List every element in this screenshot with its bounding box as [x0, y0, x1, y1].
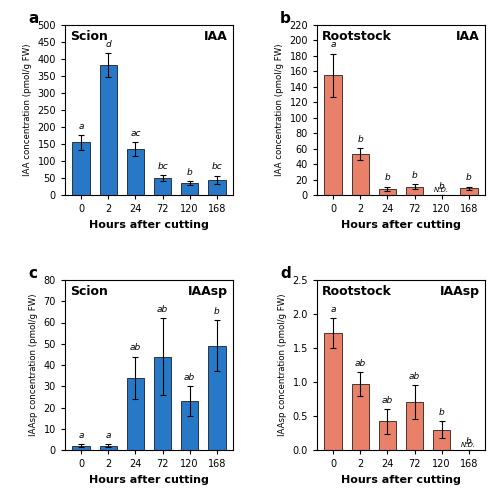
Text: IAA: IAA [204, 30, 228, 43]
Text: a: a [28, 12, 38, 26]
Bar [126, 378, 144, 450]
Text: IAAsp: IAAsp [440, 285, 480, 298]
Text: IAAsp: IAAsp [188, 285, 228, 298]
Text: ab: ab [130, 343, 141, 352]
Bar [378, 422, 396, 450]
Text: ab: ab [409, 372, 420, 381]
Text: a: a [78, 122, 84, 130]
Bar [126, 149, 144, 195]
Y-axis label: IAA concentration (pmol/g FW): IAA concentration (pmol/g FW) [23, 44, 32, 176]
Y-axis label: IAAsp concentration (pmol/g FW): IAAsp concentration (pmol/g FW) [29, 294, 38, 436]
Text: c: c [28, 266, 37, 281]
Text: ab: ab [354, 358, 366, 368]
Text: bc: bc [157, 162, 168, 171]
Bar [352, 384, 369, 450]
Bar [100, 65, 117, 195]
Text: d: d [106, 40, 111, 49]
Text: bc: bc [212, 162, 222, 172]
Text: Scion: Scion [70, 285, 108, 298]
Bar [181, 401, 198, 450]
Bar [154, 178, 172, 195]
Bar [406, 402, 423, 450]
Text: b: b [358, 134, 363, 143]
Text: Scion: Scion [70, 30, 108, 43]
Bar [208, 180, 226, 195]
Text: ac: ac [130, 129, 140, 138]
Text: b: b [439, 408, 444, 417]
Bar [406, 186, 423, 195]
Text: b: b [187, 168, 192, 177]
Y-axis label: IAAsp concentration (pmol/g FW): IAAsp concentration (pmol/g FW) [278, 294, 287, 436]
Bar [324, 333, 342, 450]
Bar [181, 183, 198, 195]
Text: b: b [439, 182, 444, 190]
Text: b: b [466, 437, 471, 446]
Text: a: a [330, 305, 336, 314]
X-axis label: Hours after cutting: Hours after cutting [89, 220, 209, 230]
Text: b: b [214, 307, 220, 316]
Text: N.D.: N.D. [434, 188, 449, 194]
Text: ab: ab [157, 305, 168, 314]
Text: IAA: IAA [456, 30, 480, 43]
Bar [100, 446, 117, 450]
Bar [208, 346, 226, 450]
Text: N.D.: N.D. [461, 442, 476, 448]
Bar [378, 189, 396, 195]
Text: b: b [384, 174, 390, 182]
Bar [154, 356, 172, 450]
Y-axis label: IAA concentration (pmol/g FW): IAA concentration (pmol/g FW) [275, 44, 284, 176]
Text: b: b [466, 174, 471, 182]
Bar [324, 75, 342, 195]
Text: a: a [330, 40, 336, 50]
Text: a: a [106, 431, 111, 440]
Bar [72, 142, 90, 195]
Bar [460, 188, 477, 195]
Text: Rootstock: Rootstock [322, 285, 392, 298]
X-axis label: Hours after cutting: Hours after cutting [341, 220, 461, 230]
Text: b: b [280, 12, 291, 26]
Bar [352, 154, 369, 195]
Bar [72, 446, 90, 450]
Bar [433, 430, 450, 450]
X-axis label: Hours after cutting: Hours after cutting [341, 474, 461, 484]
Text: d: d [280, 266, 291, 281]
X-axis label: Hours after cutting: Hours after cutting [89, 474, 209, 484]
Text: ab: ab [184, 373, 196, 382]
Text: a: a [78, 431, 84, 440]
Text: ab: ab [382, 396, 393, 405]
Text: b: b [412, 171, 418, 180]
Text: Rootstock: Rootstock [322, 30, 392, 43]
